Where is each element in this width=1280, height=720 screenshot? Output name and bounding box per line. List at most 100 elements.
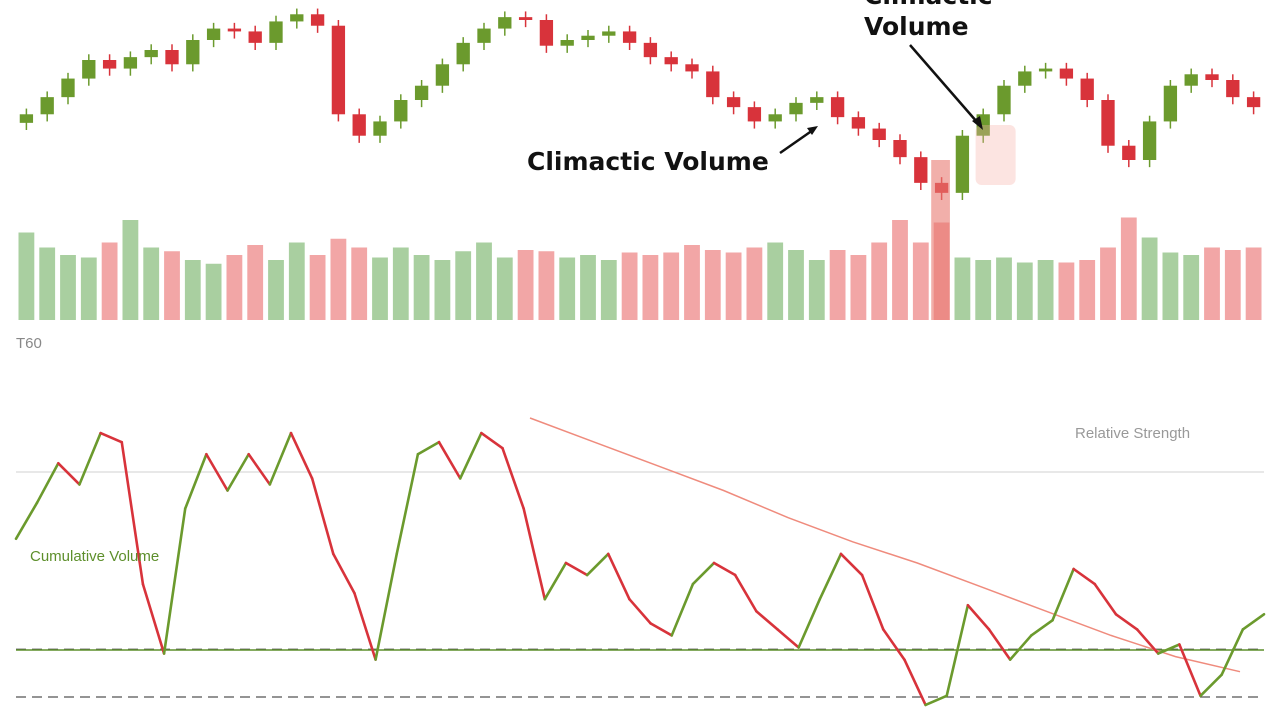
volume-bar-down [663, 252, 680, 320]
osc-segment-down [1072, 567, 1097, 586]
osc-segment-down [437, 440, 462, 480]
osc-segment-down [331, 552, 356, 595]
osc-segment-down [755, 609, 779, 631]
price-candle-down [1205, 74, 1219, 80]
volume-bar-down [912, 242, 929, 320]
osc-segment-down [1135, 628, 1160, 655]
volume-bar-up [434, 260, 451, 320]
osc-segment-down [987, 628, 1012, 661]
volume-bar-up [18, 232, 35, 320]
price-candle-up [789, 102, 803, 115]
volume-bar-up [413, 255, 430, 320]
volume-bar-up [288, 242, 305, 320]
price-candle-down [851, 117, 866, 129]
oscillator-panel [14, 417, 1266, 707]
osc-segment-up [162, 507, 187, 655]
osc-segment-down [839, 552, 864, 577]
volume-bar-up [455, 251, 472, 320]
annotation-arrowhead-2 [972, 116, 983, 130]
volume-bar-down [101, 242, 118, 320]
volume-bar-down [517, 250, 534, 320]
volume-bar-down [1120, 217, 1137, 320]
price-candle-down [664, 57, 678, 65]
price-candle-down [248, 31, 262, 43]
price-candle-up [82, 60, 96, 79]
price-candle-down [165, 50, 179, 65]
osc-segment-down [966, 603, 991, 631]
price-candle-down [1101, 100, 1115, 146]
osc-segment-down [860, 573, 885, 631]
osc-segment-down [57, 461, 81, 486]
osc-segment-up [395, 452, 420, 556]
price-candle-down [1080, 78, 1094, 100]
osc-segment-down [247, 452, 272, 486]
price-candle-down [352, 114, 366, 136]
price-candle-up [1038, 68, 1053, 72]
price-candle-down [1226, 80, 1240, 98]
osc-segment-down [205, 452, 229, 492]
annotation-arrowhead-1 [807, 126, 818, 135]
osc-segment-down [649, 622, 674, 637]
price-candle-up [435, 64, 450, 86]
volume-bar-down [538, 251, 555, 320]
volume-bar-down [829, 250, 846, 320]
volume-bar-down [330, 238, 347, 320]
price-candle-down [518, 17, 533, 20]
osc-segment-up [268, 431, 293, 486]
volume-bar-up [205, 263, 222, 320]
osc-segment-up [670, 582, 695, 637]
osc-segment-down [628, 597, 652, 625]
volume-bar-down [871, 242, 888, 320]
osc-segment-down [120, 440, 145, 586]
price-candle-up [19, 114, 34, 123]
osc-segment-down [1093, 582, 1118, 616]
volume-bar-up [1037, 260, 1054, 320]
volume-bar-up [496, 257, 513, 320]
volume-bar-down [226, 255, 243, 320]
osc-segment-down [712, 561, 737, 577]
volume-bar-down [1204, 247, 1220, 320]
price-candle-up [414, 85, 429, 100]
price-candle-down [539, 20, 554, 46]
price-candle-down [622, 31, 637, 43]
osc-segment-up [35, 461, 60, 504]
volume-bar-up [788, 250, 804, 320]
price-candle-up [394, 100, 408, 122]
osc-segment-down [1114, 612, 1139, 631]
price-panel [19, 8, 1261, 200]
price-candle-up [61, 78, 75, 98]
volume-bar-up [559, 257, 576, 320]
price-candle-down [643, 42, 658, 58]
volume-bar-down [642, 255, 659, 320]
price-candle-up [581, 35, 595, 40]
osc-segment-up [1008, 634, 1033, 661]
volume-bar-up [1141, 237, 1158, 320]
volume-bar-up [808, 260, 825, 320]
volume-bar-down [892, 220, 908, 320]
price-candle-up [1184, 74, 1198, 86]
osc-segment-up [1241, 612, 1266, 631]
osc-segment-up [818, 552, 843, 601]
osc-segment-up [183, 452, 208, 510]
osc-segment-down [903, 658, 927, 707]
price-candle-up [1163, 85, 1178, 122]
osc-segment-up [1220, 628, 1245, 677]
volume-bar-down [1245, 247, 1262, 320]
osc-segment-down [501, 446, 525, 510]
volume-bar-up [975, 260, 992, 320]
volume-bar-down [1058, 262, 1075, 320]
volume-bar-up [600, 260, 617, 320]
price-candle-up [955, 135, 970, 193]
osc-segment-up [924, 694, 949, 707]
volume-bar-down [351, 247, 368, 320]
volume-bar-down [247, 245, 264, 320]
osc-segment-down [564, 561, 589, 577]
volume-bar-down [704, 250, 721, 320]
price-candle-down [747, 107, 762, 122]
price-candle-up [1142, 121, 1157, 160]
volume-bar-down [1224, 250, 1241, 320]
volume-bar-up [476, 242, 492, 320]
osc-segment-down [1178, 643, 1202, 698]
volume-bar-up [268, 260, 284, 320]
volume-bar-up [184, 260, 201, 320]
